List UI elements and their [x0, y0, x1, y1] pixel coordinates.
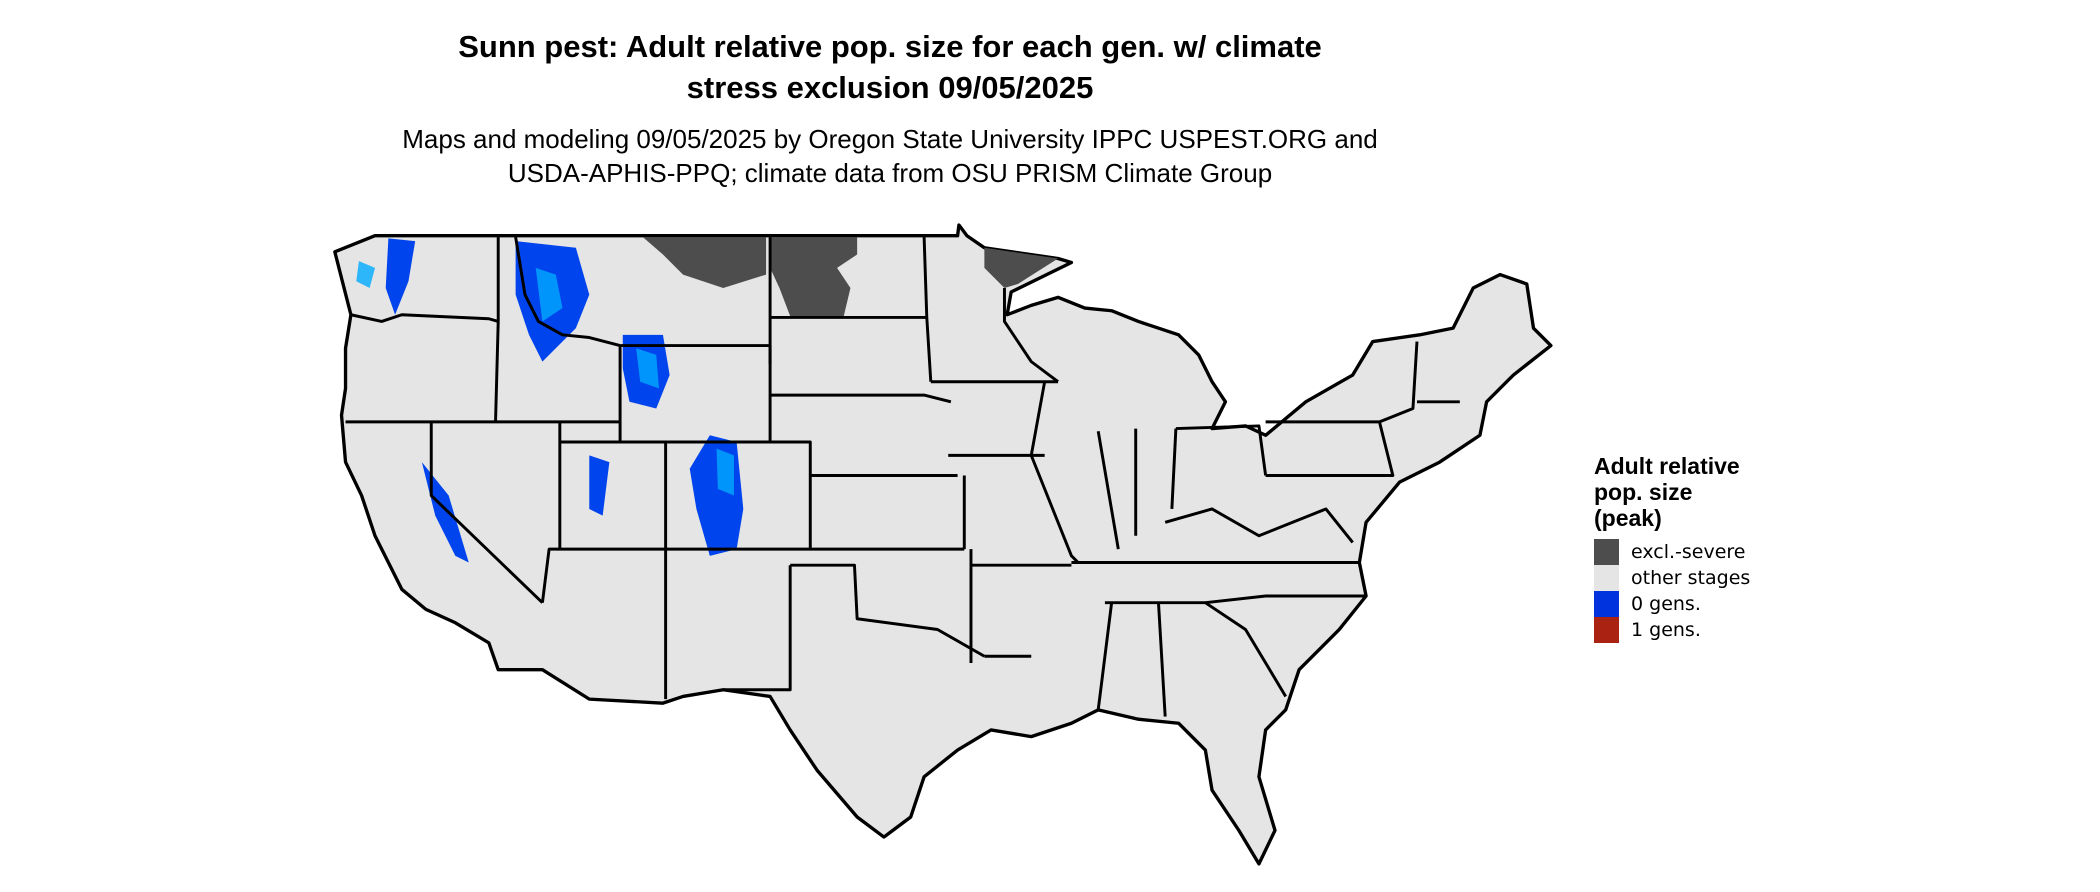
legend-label: excl.-severe — [1631, 541, 1746, 563]
legend: Adult relative pop. size (peak) excl.-se… — [1594, 453, 1750, 643]
legend-swatch — [1594, 539, 1619, 565]
legend-label: 0 gens. — [1631, 593, 1701, 615]
us-land — [333, 223, 1553, 866]
excl-severe-region — [642, 237, 1059, 317]
subtitle-line-1: Maps and modeling 09/05/2025 by Oregon S… — [402, 124, 1378, 154]
legend-item-1-gens: 1 gens. — [1594, 617, 1750, 643]
title-line-1: Sunn pest: Adult relative pop. size for … — [458, 29, 1322, 64]
legend-title-line: pop. size — [1594, 479, 1693, 505]
legend-title-line: Adult relative — [1594, 453, 1740, 479]
legend-item-other-stages: other stages — [1594, 565, 1750, 591]
title-line-2: stress exclusion 09/05/2025 — [686, 70, 1094, 105]
state-borders — [345, 236, 1460, 717]
zero-gens-light-region — [356, 261, 734, 496]
legend-title: Adult relative pop. size (peak) — [1594, 453, 1750, 531]
map-subtitle: Maps and modeling 09/05/2025 by Oregon S… — [0, 122, 1780, 190]
legend-label: 1 gens. — [1631, 619, 1701, 641]
legend-swatch — [1594, 617, 1619, 643]
subtitle-line-2: USDA-APHIS-PPQ; climate data from OSU PR… — [507, 158, 1273, 188]
legend-swatch — [1594, 591, 1619, 617]
legend-title-line: (peak) — [1594, 505, 1662, 531]
legend-swatch — [1594, 565, 1619, 591]
legend-item-0-gens: 0 gens. — [1594, 591, 1750, 617]
legend-label: other stages — [1631, 567, 1751, 589]
map-title: Sunn pest: Adult relative pop. size for … — [0, 26, 1780, 108]
legend-item-excl-severe: excl.-severe — [1594, 539, 1750, 565]
